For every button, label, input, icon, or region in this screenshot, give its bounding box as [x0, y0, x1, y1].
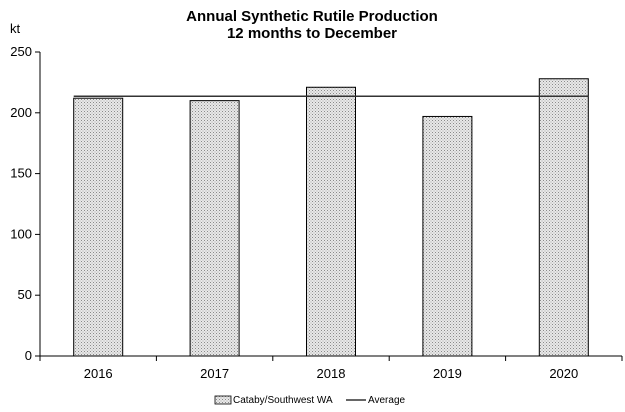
legend-label-bars: Cataby/Southwest WA — [233, 395, 333, 406]
y-tick-label: 50 — [18, 287, 32, 302]
x-axis-ticks: 2016 2017 2018 2019 2020 — [39, 356, 623, 381]
bar-2018 — [306, 86, 356, 357]
bar-2016 — [73, 97, 124, 357]
y-tick-label: 100 — [10, 226, 32, 241]
y-axis-ticks: 0 50 100 150 200 250 — [10, 44, 40, 363]
legend: Cataby/Southwest WA Average — [214, 395, 406, 406]
x-tick-label-2017: 2017 — [200, 366, 229, 381]
y-tick-label: 0 — [25, 348, 32, 363]
y-tick-label: 250 — [10, 44, 32, 59]
y-axis-unit-label: kt — [10, 21, 21, 36]
bar-2020 — [538, 78, 589, 357]
x-tick-label-2018: 2018 — [317, 366, 346, 381]
y-tick-label: 150 — [10, 166, 32, 181]
legend-label-average: Average — [368, 395, 406, 406]
bar-2019 — [422, 115, 473, 357]
chart-title: Annual Synthetic Rutile Production — [186, 8, 438, 25]
chart-subtitle: 12 months to December — [227, 25, 397, 42]
bars — [73, 78, 589, 357]
x-tick-label-2016: 2016 — [84, 366, 113, 381]
axes — [39, 52, 622, 357]
y-tick-label: 200 — [10, 105, 32, 120]
x-tick-label-2019: 2019 — [433, 366, 462, 381]
legend-swatch-bars — [214, 395, 232, 405]
bar-2017 — [189, 100, 240, 357]
x-tick-label-2020: 2020 — [549, 366, 578, 381]
